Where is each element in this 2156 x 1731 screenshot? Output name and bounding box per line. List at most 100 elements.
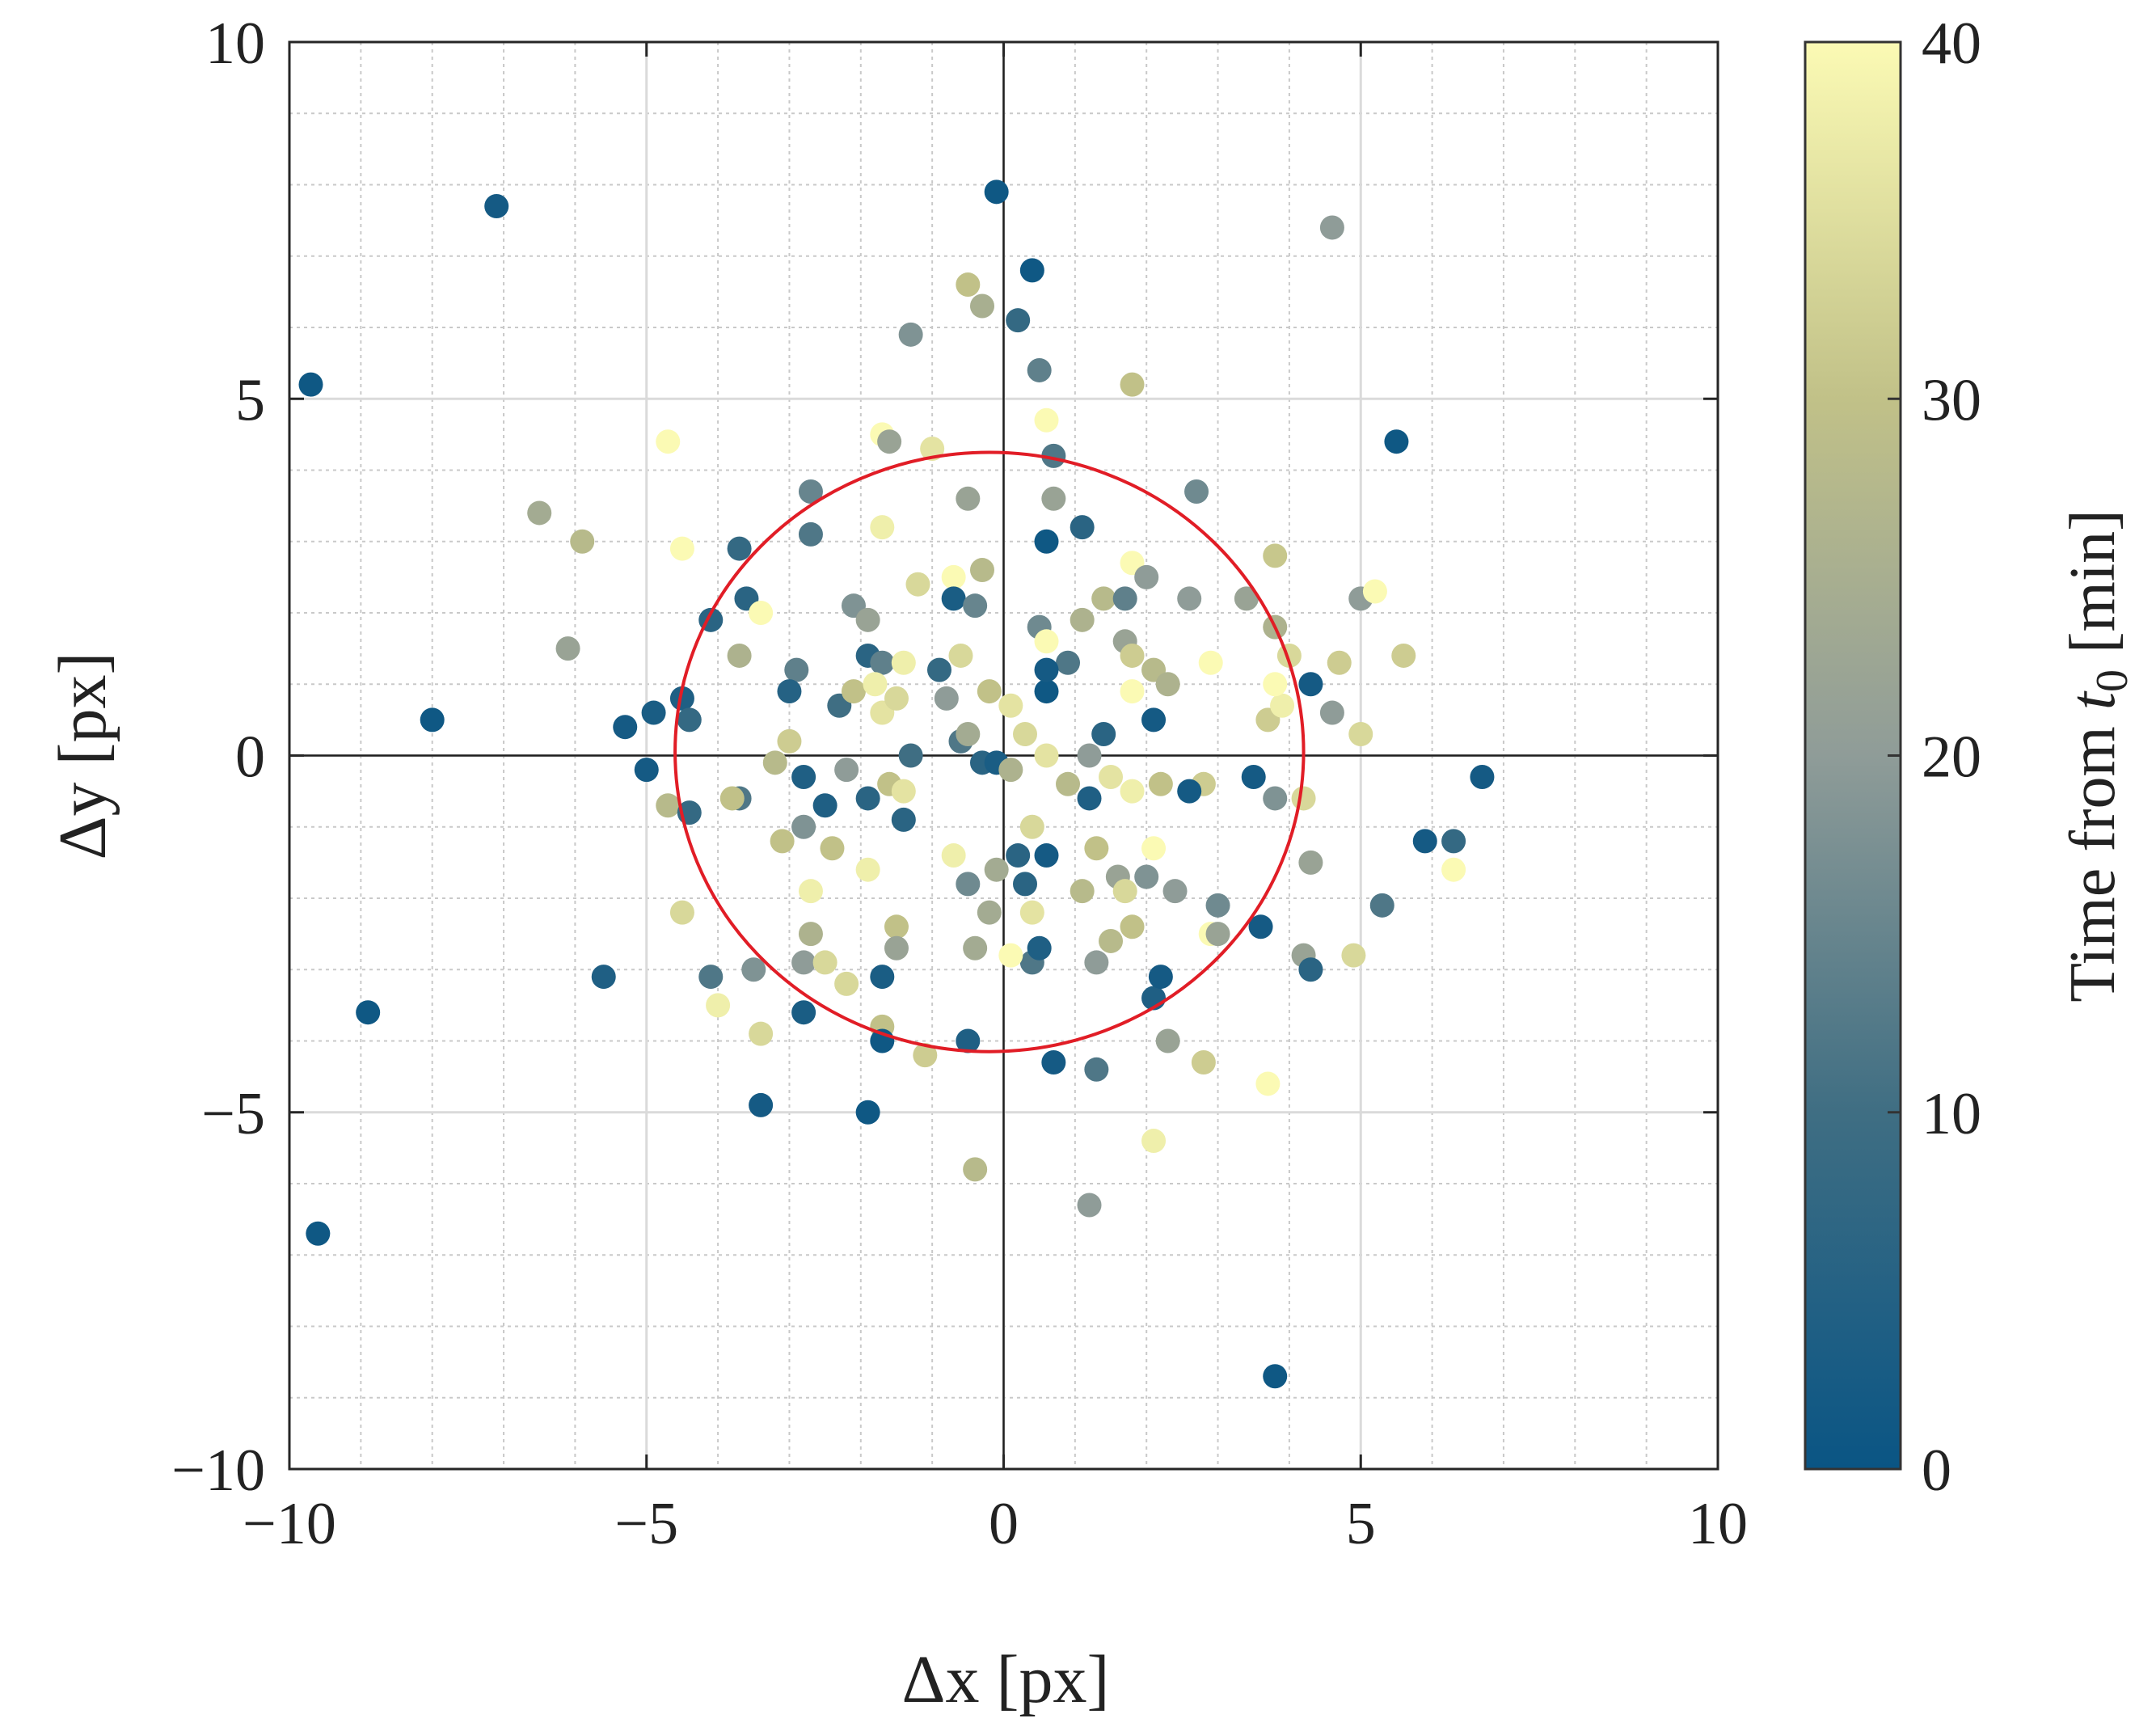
scatter-point	[1263, 672, 1288, 697]
scatter-point	[1348, 722, 1373, 747]
scatter-point	[791, 814, 816, 839]
x-tick-label: 5	[1346, 1491, 1376, 1557]
scatter-point	[777, 679, 802, 704]
scatter-point	[1184, 479, 1209, 504]
scatter-point	[1141, 1129, 1167, 1154]
scatter-point	[1369, 893, 1394, 918]
scatter-point	[791, 764, 816, 789]
scatter-point	[1120, 372, 1145, 397]
scatter-point	[855, 607, 880, 632]
scatter-point	[1034, 629, 1059, 654]
scatter-point	[1298, 850, 1323, 875]
scatter-point	[1091, 722, 1116, 747]
colorbar-tick-label: 0	[1922, 1438, 1951, 1504]
scatter-point	[1241, 764, 1266, 789]
scatter-point	[948, 643, 973, 668]
x-tick-label: −5	[614, 1491, 678, 1557]
colorbar-title-prefix: Time from	[2057, 710, 2129, 1003]
scatter-point	[555, 636, 580, 661]
scatter-point	[669, 686, 694, 711]
scatter-point	[855, 1100, 880, 1125]
scatter-point	[791, 1000, 816, 1025]
scatter-point	[998, 758, 1023, 783]
scatter-point	[1027, 357, 1052, 382]
scatter-point	[934, 686, 959, 711]
colorbar-title-variable: t	[2057, 690, 2129, 710]
scatter-point	[356, 1000, 381, 1025]
scatter-point	[870, 515, 895, 540]
scatter-point	[1112, 879, 1137, 904]
colorbar-title-suffix: [min]	[2057, 509, 2129, 669]
scatter-point	[1319, 215, 1344, 240]
x-tick-label: −10	[243, 1491, 336, 1557]
scatter-point	[1099, 928, 1124, 953]
colorbar-tick-label: 30	[1922, 367, 1981, 433]
scatter-point	[706, 993, 731, 1018]
scatter-point	[770, 829, 795, 854]
scatter-point	[1141, 707, 1167, 733]
scatter-point	[956, 872, 981, 897]
scatter-point	[1177, 779, 1202, 804]
scatter-point	[969, 558, 994, 583]
scatter-point	[926, 657, 951, 682]
scatter-point	[1041, 1049, 1066, 1074]
scatter-point	[1056, 650, 1081, 675]
scatter-point	[1034, 657, 1059, 682]
scatter-point	[1391, 643, 1416, 668]
colorbar-title: Time from t0 [min]	[2057, 509, 2137, 1003]
scatter-point	[641, 700, 666, 725]
scatter-point	[741, 957, 766, 982]
scatter-point	[1034, 843, 1059, 868]
scatter-point	[941, 564, 966, 589]
scatter-point	[420, 707, 445, 733]
scatter-point	[998, 943, 1023, 968]
scatter-point	[855, 857, 880, 882]
scatter-point	[977, 679, 1002, 704]
scatter-point	[1112, 586, 1137, 611]
y-axis-title: Δy [px]	[45, 652, 120, 860]
scatter-point	[727, 643, 752, 668]
scatter-point	[1120, 779, 1145, 804]
scatter-point	[1177, 586, 1202, 611]
scatter-point	[956, 1028, 981, 1053]
scatter-point	[527, 500, 552, 526]
scatter-point	[1162, 879, 1188, 904]
scatter-point	[841, 679, 866, 704]
y-tick-label: −5	[201, 1081, 265, 1147]
colorbar-title-subscript: 0	[2087, 669, 2137, 692]
scatter-point	[1034, 679, 1059, 704]
scatter-point	[749, 1092, 774, 1117]
scatter-point	[1298, 672, 1323, 697]
scatter-point	[777, 728, 802, 754]
scatter-point	[1255, 1071, 1281, 1096]
scatter-point	[1077, 786, 1102, 811]
scatter-point	[884, 935, 909, 960]
scatter-point	[1205, 893, 1230, 918]
boundary-circle	[673, 450, 1306, 1053]
scatter-point	[698, 965, 724, 990]
scatter-point	[855, 786, 880, 811]
scatter-point	[1191, 1049, 1216, 1074]
scatter-point	[1291, 786, 1316, 811]
scatter-point	[656, 429, 681, 454]
scatter-point	[749, 601, 774, 625]
scatter-point	[1234, 586, 1259, 611]
points-layer	[298, 179, 1495, 1389]
scatter-point	[984, 179, 1009, 205]
scatter-point	[798, 922, 823, 947]
scatter-point	[963, 1157, 988, 1182]
scatter-point	[898, 743, 923, 768]
scatter-point	[1155, 1028, 1180, 1053]
scatter-point	[1120, 914, 1145, 939]
colorbar	[1804, 40, 1902, 1471]
scatter-point	[898, 322, 923, 347]
colorbar-ticks: 0 10 20 30 40	[1888, 11, 1981, 1504]
scatter-point	[1155, 672, 1180, 697]
scatter-point	[1006, 843, 1031, 868]
ticks-layer: −10 −5 0 5 10 −10 −5 0 5 10	[171, 11, 1748, 1557]
x-tick-label: 0	[989, 1491, 1019, 1557]
scatter-point	[1070, 515, 1095, 540]
scatter-point	[677, 707, 702, 733]
scatter-point	[834, 758, 859, 783]
scatter-point	[749, 1021, 774, 1046]
